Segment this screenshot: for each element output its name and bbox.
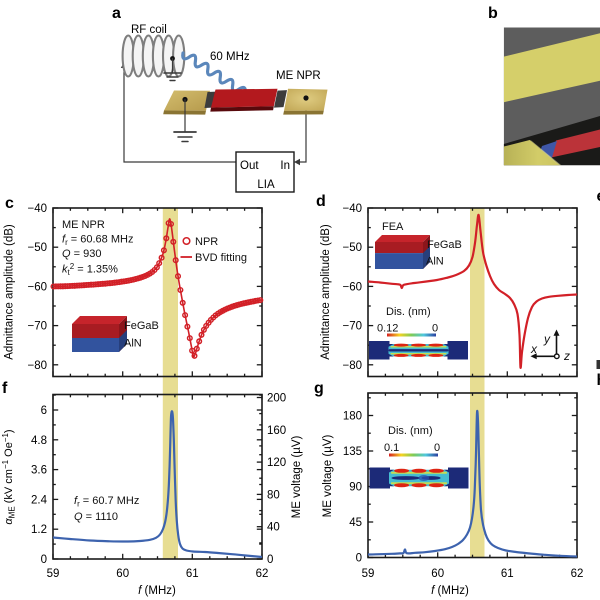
- svg-text:61: 61: [186, 568, 199, 580]
- svg-text:b: b: [488, 5, 498, 22]
- svg-text:f: f: [2, 380, 8, 397]
- svg-text:g: g: [314, 380, 324, 397]
- svg-text:Dis. (nm): Dis. (nm): [388, 425, 433, 437]
- svg-text:−60: −60: [342, 281, 362, 293]
- svg-text:3.6: 3.6: [31, 465, 47, 477]
- svg-text:f (MHz): f (MHz): [138, 585, 176, 597]
- svg-text:0: 0: [41, 554, 47, 566]
- svg-text:ME voltage (µV): ME voltage (µV): [322, 434, 334, 517]
- svg-text:−40: −40: [27, 203, 47, 215]
- svg-text:0: 0: [356, 553, 362, 565]
- svg-text:Admittance amplitude (dB): Admittance amplitude (dB): [320, 224, 332, 360]
- svg-text:x: x: [530, 342, 538, 356]
- svg-text:180: 180: [343, 411, 362, 423]
- svg-text:fr = 60.68 MHz: fr = 60.68 MHz: [62, 234, 133, 248]
- svg-text:kt2 = 1.35%: kt2 = 1.35%: [62, 262, 118, 277]
- svg-text:−80: −80: [342, 360, 362, 372]
- svg-text:Admittance amplitude (dB): Admittance amplitude (dB): [4, 224, 16, 360]
- svg-text:0: 0: [267, 554, 273, 566]
- svg-text:−70: −70: [27, 321, 47, 333]
- svg-text:60: 60: [431, 568, 444, 580]
- svg-text:ME NPR: ME NPR: [276, 70, 321, 82]
- svg-text:61: 61: [501, 568, 514, 580]
- svg-text:40: 40: [267, 522, 280, 534]
- svg-text:60 MHz: 60 MHz: [210, 51, 250, 63]
- svg-text:0: 0: [432, 323, 438, 335]
- svg-text:αME (kV cm−1 Oe−1): αME (kV cm−1 Oe−1): [1, 429, 17, 524]
- svg-text:160: 160: [267, 425, 286, 437]
- svg-text:AlN: AlN: [124, 338, 142, 350]
- svg-text:Out: Out: [240, 160, 259, 172]
- svg-text:2.4: 2.4: [31, 494, 48, 506]
- svg-text:200: 200: [267, 393, 286, 405]
- svg-text:ME voltage (µV): ME voltage (µV): [291, 435, 303, 518]
- svg-text:−60: −60: [27, 281, 47, 293]
- svg-text:−40: −40: [342, 203, 362, 215]
- svg-text:c: c: [5, 195, 14, 212]
- svg-text:Dis. (nm): Dis. (nm): [386, 306, 431, 318]
- svg-text:59: 59: [362, 568, 375, 580]
- svg-text:f (MHz): f (MHz): [431, 585, 469, 597]
- svg-text:AlN: AlN: [426, 256, 444, 268]
- svg-text:y: y: [543, 332, 551, 346]
- svg-text:FEA: FEA: [382, 221, 404, 233]
- svg-text:h: h: [597, 372, 600, 389]
- svg-text:LIA: LIA: [257, 179, 275, 191]
- svg-text:FeGaB: FeGaB: [427, 239, 462, 251]
- svg-text:0.12: 0.12: [377, 323, 398, 335]
- svg-text:0: 0: [434, 442, 440, 454]
- svg-text:45: 45: [349, 517, 362, 529]
- svg-text:−80: −80: [27, 360, 47, 372]
- svg-text:BVD fitting: BVD fitting: [195, 252, 247, 264]
- svg-text:Q = 930: Q = 930: [62, 248, 101, 260]
- svg-text:−50: −50: [27, 242, 47, 254]
- svg-text:fr = 60.7 MHz: fr = 60.7 MHz: [74, 495, 139, 509]
- svg-text:59: 59: [47, 568, 60, 580]
- svg-text:−50: −50: [342, 242, 362, 254]
- svg-text:RF coil: RF coil: [131, 24, 167, 36]
- svg-text:4.8: 4.8: [31, 435, 47, 447]
- svg-text:In: In: [280, 160, 290, 172]
- svg-text:a: a: [112, 5, 121, 22]
- svg-text:−70: −70: [342, 321, 362, 333]
- svg-text:1.2: 1.2: [31, 524, 47, 536]
- svg-text:0.1: 0.1: [384, 442, 399, 454]
- svg-text:62: 62: [571, 568, 584, 580]
- svg-text:z: z: [563, 349, 570, 363]
- svg-text:62: 62: [256, 568, 269, 580]
- svg-text:80: 80: [267, 489, 280, 501]
- svg-text:135: 135: [343, 446, 362, 458]
- svg-text:FeGaB: FeGaB: [124, 320, 159, 332]
- svg-text:90: 90: [349, 482, 362, 494]
- svg-text:d: d: [316, 193, 326, 210]
- svg-text:Q = 1110: Q = 1110: [74, 511, 118, 523]
- svg-text:60: 60: [116, 568, 129, 580]
- svg-text:6: 6: [41, 405, 47, 417]
- svg-text:e: e: [597, 188, 600, 205]
- svg-text:120: 120: [267, 457, 286, 469]
- svg-text:NPR: NPR: [195, 236, 218, 248]
- svg-text:ME NPR: ME NPR: [62, 219, 105, 231]
